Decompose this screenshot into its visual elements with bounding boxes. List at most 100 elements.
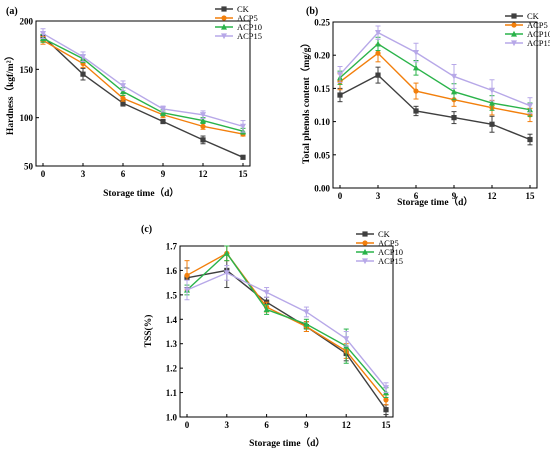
- series-line-acp5: [339, 52, 531, 116]
- data-point-acp15: [375, 30, 381, 36]
- legend-label-ck: CK: [527, 11, 540, 21]
- y-tick-label-b: 0.05: [314, 150, 330, 160]
- series-line-acp10: [186, 252, 387, 394]
- data-point-acp15: [527, 103, 533, 109]
- data-point-acp15: [383, 385, 389, 391]
- y-tick-label-a: 50: [24, 162, 34, 172]
- data-point-acp15: [489, 87, 495, 94]
- legend-label-ck: CK: [237, 4, 250, 14]
- series-line-acp15: [186, 272, 387, 389]
- series-line-acp15: [42, 32, 244, 128]
- data-point-acp15: [451, 73, 457, 80]
- data-point-acp15: [263, 289, 270, 296]
- data-point-ck: [527, 136, 533, 143]
- x-tick-label-b: 3: [376, 191, 381, 201]
- data-point-ck: [383, 407, 389, 413]
- y-tick-label-c: 1.2: [166, 364, 178, 374]
- y-tick-label-b: 0.00: [314, 184, 330, 194]
- data-point-ck: [120, 100, 126, 106]
- panel-label-b: (b): [306, 6, 318, 17]
- x-tick-label-b: 15: [526, 191, 536, 201]
- legend-marker-acp10: [221, 23, 227, 30]
- data-point-ck: [337, 92, 343, 98]
- data-point-acp10: [200, 117, 206, 124]
- x-tick-label-c: 9: [304, 420, 309, 430]
- data-point-ck: [240, 154, 246, 160]
- panel-label-a: (a): [6, 6, 18, 17]
- x-tick-label-a: 12: [199, 169, 209, 179]
- legend-marker-acp15: [221, 33, 227, 40]
- data-point-acp5: [184, 272, 190, 278]
- legend-label-acp10: ACP10: [378, 247, 403, 257]
- series-line-acp5: [186, 252, 387, 401]
- legend-label-acp5: ACP5: [237, 13, 258, 23]
- x-tick-label-c: 0: [185, 420, 190, 430]
- x-tick-label-a: 0: [41, 169, 46, 179]
- data-point-ck: [160, 118, 166, 125]
- y-tick-label-b: 0.25: [314, 18, 330, 28]
- y-tick-label-c: 1.6: [166, 266, 178, 276]
- data-point-ck: [80, 71, 86, 77]
- y-tick-label-a: 150: [20, 65, 34, 75]
- data-point-ck: [375, 72, 381, 78]
- data-point-acp10: [375, 40, 381, 47]
- legend-marker-ck: [511, 13, 517, 19]
- data-point-ck: [451, 115, 457, 121]
- x-axis-label-c: Storage time（d）: [249, 437, 325, 449]
- data-point-acp5: [413, 88, 419, 94]
- series-line-ck: [42, 35, 244, 158]
- legend-label-acp10: ACP10: [527, 29, 550, 39]
- data-point-ck: [200, 137, 206, 143]
- y-tick-label-c: 1.0: [166, 413, 178, 423]
- y-tick-label-b: 0.10: [314, 117, 330, 127]
- y-axis-label-c: TSS(%): [143, 315, 154, 348]
- data-point-acp15: [240, 123, 246, 130]
- data-point-ck: [489, 121, 495, 127]
- y-tick-label-a: 100: [20, 113, 34, 123]
- plot-frame-a: [35, 20, 251, 167]
- x-tick-label-a: 6: [121, 169, 126, 179]
- data-point-acp10: [451, 88, 457, 95]
- y-tick-label-b: 0.20: [314, 51, 330, 61]
- data-point-acp15: [80, 54, 86, 60]
- y-tick-label-c: 1.4: [166, 315, 178, 325]
- data-point-acp15: [40, 30, 46, 37]
- data-point-acp15: [413, 49, 419, 56]
- data-point-acp10: [413, 64, 419, 71]
- data-point-acp10: [263, 306, 270, 313]
- data-point-acp5: [200, 123, 206, 129]
- x-tick-label-a: 3: [81, 169, 86, 179]
- legend-label-acp5: ACP5: [378, 238, 399, 248]
- data-point-acp5: [383, 397, 389, 403]
- data-point-acp15: [337, 71, 343, 78]
- panel-c-tss: (c) TSS(%) Storage time（d） 1.0 1.1 1.2 1.3 1…: [141, 224, 403, 449]
- data-point-acp15: [160, 106, 166, 113]
- legend-marker-acp5: [511, 22, 517, 28]
- x-tick-label-c: 15: [382, 420, 392, 430]
- y-tick-label-b: 0.15: [314, 84, 330, 94]
- series-line-acp15: [339, 31, 531, 107]
- x-tick-label-c: 6: [264, 420, 269, 430]
- legend-marker-acp15: [511, 40, 517, 47]
- x-tick-label-c: 3: [225, 420, 230, 430]
- legend-label-ck: CK: [378, 229, 391, 239]
- x-tick-label-a: 15: [239, 169, 249, 179]
- data-point-acp10: [303, 320, 310, 327]
- data-point-acp15: [120, 83, 126, 89]
- panel-label-c: (c): [141, 224, 152, 235]
- series-line-acp5: [42, 39, 244, 135]
- legend-marker-acp5: [221, 15, 227, 21]
- panel-b-total-phenols: (b) Total phenols content（mg/g） Storage …: [300, 6, 550, 208]
- data-point-acp15: [200, 112, 206, 118]
- y-tick-label-c: 1.7: [166, 242, 178, 252]
- plot-frame-b: [332, 21, 538, 189]
- legend-label-acp5: ACP5: [527, 20, 548, 30]
- y-axis-label-b: Total phenols content（mg/g）: [300, 38, 312, 164]
- panel-a-hardness: (a) Hardness（kgf/m²） Storage time（d） 50 1…: [4, 4, 262, 199]
- legend-marker-acp10: [511, 30, 517, 37]
- plot-frame-c: [179, 245, 394, 418]
- legend-marker-acp5: [362, 240, 368, 246]
- data-point-acp10: [120, 88, 126, 95]
- x-axis-label-a: Storage time（d）: [103, 187, 179, 199]
- x-tick-label-a: 9: [161, 169, 166, 179]
